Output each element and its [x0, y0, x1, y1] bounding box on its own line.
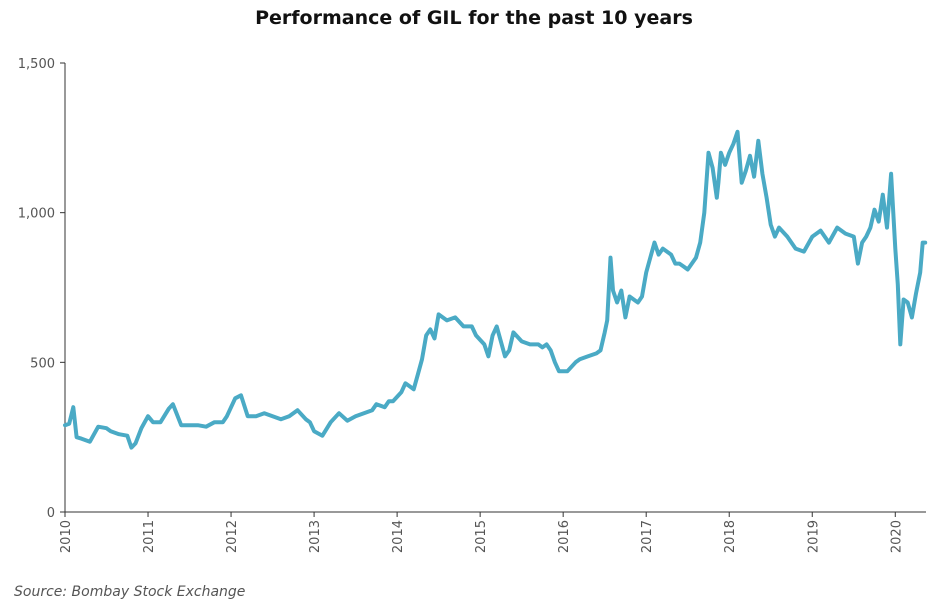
x-tick-label: 2013 [308, 520, 323, 553]
y-tick-label: 1,000 [18, 207, 55, 222]
x-tick-label: 2012 [225, 520, 240, 553]
chart-title: Performance of GIL for the past 10 years [255, 7, 693, 29]
x-axis: 2010 2011 2012 2013 2014 2015 2016 2017 2018 2019… [59, 511, 926, 553]
x-tick-label: 2011 [142, 520, 157, 553]
x-tick-label: 2019 [806, 520, 821, 553]
y-tick-label: 0 [47, 506, 55, 521]
series-line-0 [63, 129, 928, 450]
x-tick-label: 2017 [640, 520, 655, 553]
plot-area [63, 129, 928, 450]
y-axis: 0 500 1,000 1,500 [18, 57, 66, 521]
x-tick-label: 2014 [391, 520, 406, 553]
x-tick-label: 2020 [889, 520, 904, 553]
y-tick-label: 1,500 [18, 57, 55, 72]
x-tick-label: 2018 [723, 520, 738, 553]
x-tick-label: 2015 [474, 520, 489, 553]
x-tick-label: 2010 [59, 520, 74, 553]
y-tick-label: 500 [30, 356, 55, 371]
x-tick-label: 2016 [557, 520, 572, 553]
source-note: Source: Bombay Stock Exchange [14, 584, 246, 600]
